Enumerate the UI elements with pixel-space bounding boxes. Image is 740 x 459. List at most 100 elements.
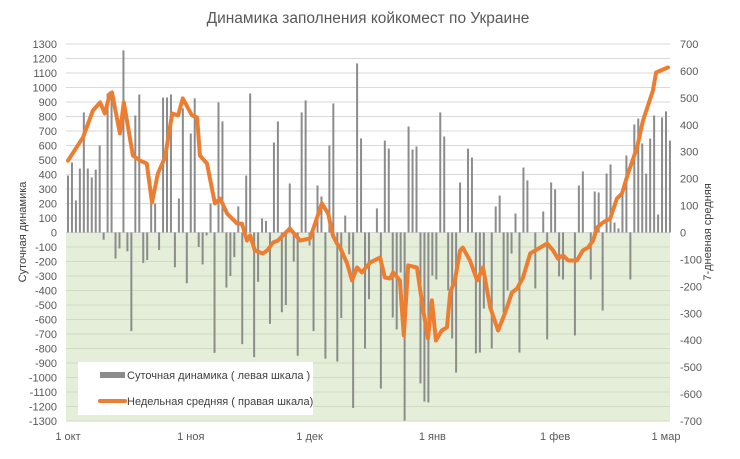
daily-bar	[387, 148, 390, 233]
daily-bar	[225, 232, 228, 288]
daily-bar	[617, 228, 620, 233]
weekly-average-line	[66, 65, 670, 343]
daily-bar	[280, 232, 283, 313]
left-tick-label: -1300	[29, 416, 57, 428]
daily-bar	[605, 173, 608, 233]
daily-bar	[209, 203, 212, 233]
daily-bar	[292, 232, 295, 262]
legend-label-line: Недельная средняя ( правая шкала)	[127, 396, 313, 408]
daily-bar	[272, 142, 275, 233]
x-tick-label: 1 янв	[419, 431, 446, 443]
daily-bar	[597, 192, 600, 233]
left-tick-label: 400	[39, 170, 57, 182]
left-tick-label: -900	[35, 358, 57, 370]
left-axis-ticks: 1300120011001000900800700600500400300200…	[29, 39, 57, 428]
daily-bar	[558, 232, 561, 277]
daily-bar	[332, 103, 335, 233]
daily-bar	[304, 100, 307, 233]
daily-bar	[134, 115, 137, 233]
daily-bar	[633, 124, 636, 233]
daily-bar	[542, 211, 545, 233]
daily-bar	[668, 140, 671, 233]
daily-bar	[360, 138, 363, 233]
right-tick-label: -700	[680, 416, 702, 428]
left-tick-label: -200	[35, 257, 57, 269]
daily-bar	[98, 145, 101, 233]
daily-bar	[213, 232, 216, 353]
right-tick-label: -200	[680, 281, 702, 293]
daily-bar	[86, 168, 89, 233]
left-tick-label: -800	[35, 344, 57, 356]
right-tick-label: 700	[680, 39, 698, 51]
daily-bar	[284, 232, 287, 305]
daily-bar	[158, 232, 161, 250]
daily-bar	[629, 232, 632, 280]
daily-bar	[253, 232, 256, 358]
daily-bar	[185, 232, 188, 284]
weekly-average-line-group	[66, 65, 670, 343]
left-tick-label: 300	[39, 184, 57, 196]
daily-bar	[70, 162, 73, 233]
right-tick-label: 200	[680, 174, 698, 186]
right-axis-label: 7-дневная средняя	[702, 183, 714, 280]
right-tick-label: 100	[680, 201, 698, 213]
left-tick-label: -600	[35, 315, 57, 327]
daily-bar	[276, 121, 279, 233]
daily-bar	[296, 232, 299, 356]
right-tick-label: 300	[680, 147, 698, 159]
daily-bar	[336, 232, 339, 362]
daily-bar	[665, 111, 667, 233]
left-tick-label: 200	[39, 199, 57, 211]
left-tick-label: -1000	[29, 373, 57, 385]
daily-bar	[470, 157, 473, 233]
right-tick-label: 600	[680, 66, 698, 78]
daily-bar	[546, 232, 549, 340]
daily-bar	[118, 232, 121, 249]
daily-bar	[415, 146, 418, 233]
daily-bar	[459, 182, 462, 233]
legend-label-bars: Суточная динамика ( левая шкала )	[127, 370, 310, 382]
daily-bar	[169, 94, 172, 233]
daily-bar	[197, 232, 200, 247]
daily-bar	[265, 220, 268, 233]
daily-bar	[435, 232, 438, 280]
left-tick-label: -100	[35, 242, 57, 254]
daily-bar	[526, 180, 529, 233]
daily-bar	[110, 93, 113, 233]
daily-bar	[502, 232, 505, 313]
daily-bar	[510, 232, 513, 254]
x-tick-label: 1 ноя	[177, 431, 204, 443]
daily-bar	[447, 232, 450, 291]
daily-bar	[395, 232, 398, 330]
daily-bar	[581, 171, 584, 233]
daily-bar	[261, 218, 264, 233]
left-tick-label: 900	[39, 97, 57, 109]
daily-bar	[316, 185, 319, 233]
daily-bar	[78, 168, 81, 233]
left-tick-label: -1100	[30, 387, 57, 399]
daily-bar	[122, 50, 125, 233]
daily-bar	[641, 143, 644, 233]
daily-bar	[490, 232, 493, 349]
daily-bar	[352, 232, 355, 408]
left-tick-label: 1000	[33, 83, 57, 95]
daily-bar	[74, 200, 77, 233]
daily-bar	[166, 97, 169, 233]
left-tick-label: 500	[39, 155, 57, 167]
daily-bar	[443, 136, 446, 233]
right-tick-label: -600	[680, 389, 702, 401]
daily-bar	[407, 126, 410, 233]
daily-bar	[621, 193, 624, 233]
daily-bar	[431, 232, 434, 276]
daily-bar	[229, 232, 232, 276]
daily-bar	[268, 232, 271, 324]
legend-box	[78, 362, 313, 415]
daily-bar	[288, 183, 291, 233]
right-tick-label: -300	[680, 308, 702, 320]
right-tick-label: 500	[680, 93, 698, 105]
daily-bar	[609, 164, 612, 233]
left-tick-label: 0	[51, 228, 57, 240]
daily-bar	[661, 117, 664, 233]
daily-bar	[383, 140, 386, 233]
